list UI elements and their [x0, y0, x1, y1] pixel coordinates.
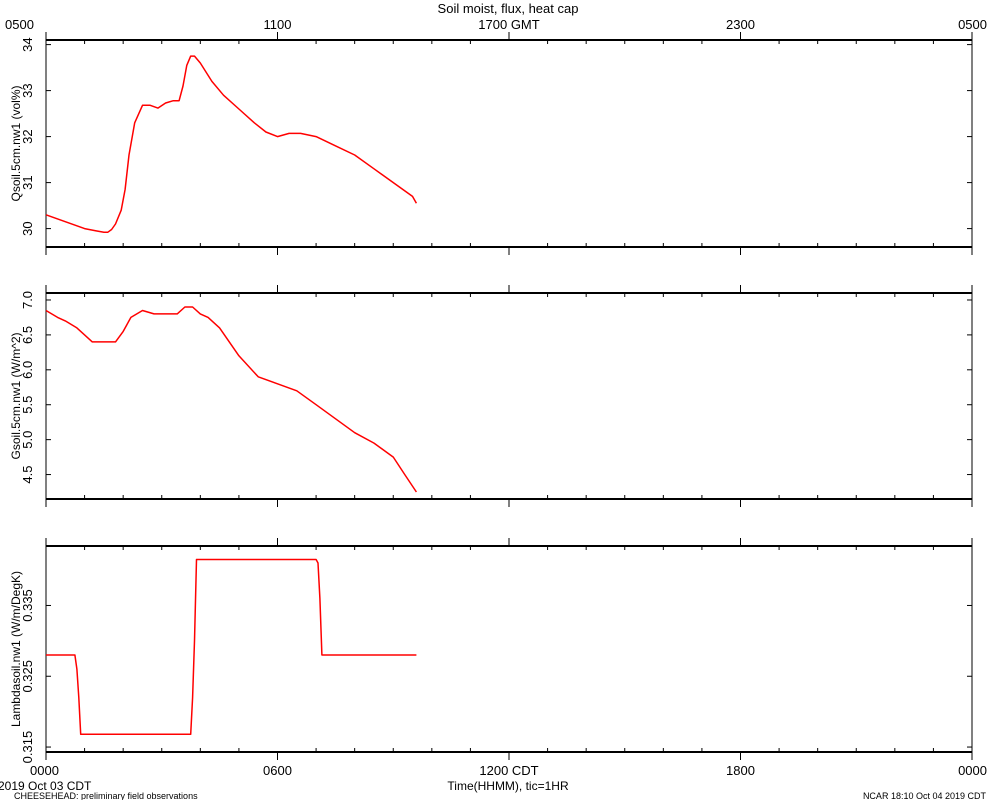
panel-1-ytick-label: 31 [20, 175, 35, 189]
panel-3-ytick-label: 0.315 [20, 731, 35, 764]
footer-project: CHEESEHEAD: preliminary field observatio… [14, 791, 198, 800]
panel-3-series-line [46, 558, 417, 736]
panel-2-ytick-label: 6.0 [20, 361, 35, 379]
panel-3-ytick-label: 0.335 [20, 589, 35, 622]
bottom-time-label: 0000 [30, 763, 59, 778]
panel-3-ylabel: Lambdasoil.nw1 (W/m/DegK) [9, 571, 23, 727]
bottom-time-label: 0000 [958, 763, 987, 778]
panel-2-series-line [45, 306, 418, 493]
top-time-label: 2300 [726, 17, 755, 32]
top-time-label: 1700 GMT [478, 17, 539, 32]
panel-1-ylabel: Qsoil.5cm.nw1 (vol%) [9, 85, 23, 201]
top-time-label: 1100 [264, 17, 292, 32]
panel-3-ytick-label: 0.325 [20, 660, 35, 693]
panel-2-ytick-label: 7.0 [20, 291, 35, 309]
bottom-time-label: 1800 [726, 763, 755, 778]
top-time-label: 0500 [5, 17, 34, 32]
bottom-time-label: 0600 [263, 763, 292, 778]
panel-2-ylabel: Gsoil.5cm.nw1 (W/m^2) [9, 333, 23, 460]
top-time-label: 0500 [958, 17, 987, 32]
panel-1-ytick-label: 32 [20, 129, 35, 143]
chart-panels: 30 31 32 33 34 Qsoil.5cm.nw1 (vol%) 4.5 5.0 5.5 6… [5, 17, 987, 778]
panel-2-ytick-label: 4.5 [20, 466, 35, 484]
panel-1-ytick-label: 34 [20, 37, 35, 51]
x-axis-label: Time(HHMM), tic=1HR [447, 779, 569, 793]
footer-ncar-timestamp: NCAR 18:10 Oct 04 2019 CDT [863, 791, 987, 800]
panel-2-ytick-label: 5.0 [20, 431, 35, 449]
bottom-time-label: 1200 CDT [479, 763, 538, 778]
footer-date: 2019 Oct 03 CDT [0, 779, 92, 793]
panel-1-ytick-label: 33 [20, 83, 35, 97]
panel-1-ytick-label: 30 [20, 221, 35, 235]
panel-2-ytick-label: 6.5 [20, 326, 35, 344]
figure-title: Soil moist, flux, heat cap [438, 1, 579, 16]
panel-1-series-line [45, 55, 418, 234]
panel-2-ytick-label: 5.5 [20, 396, 35, 414]
